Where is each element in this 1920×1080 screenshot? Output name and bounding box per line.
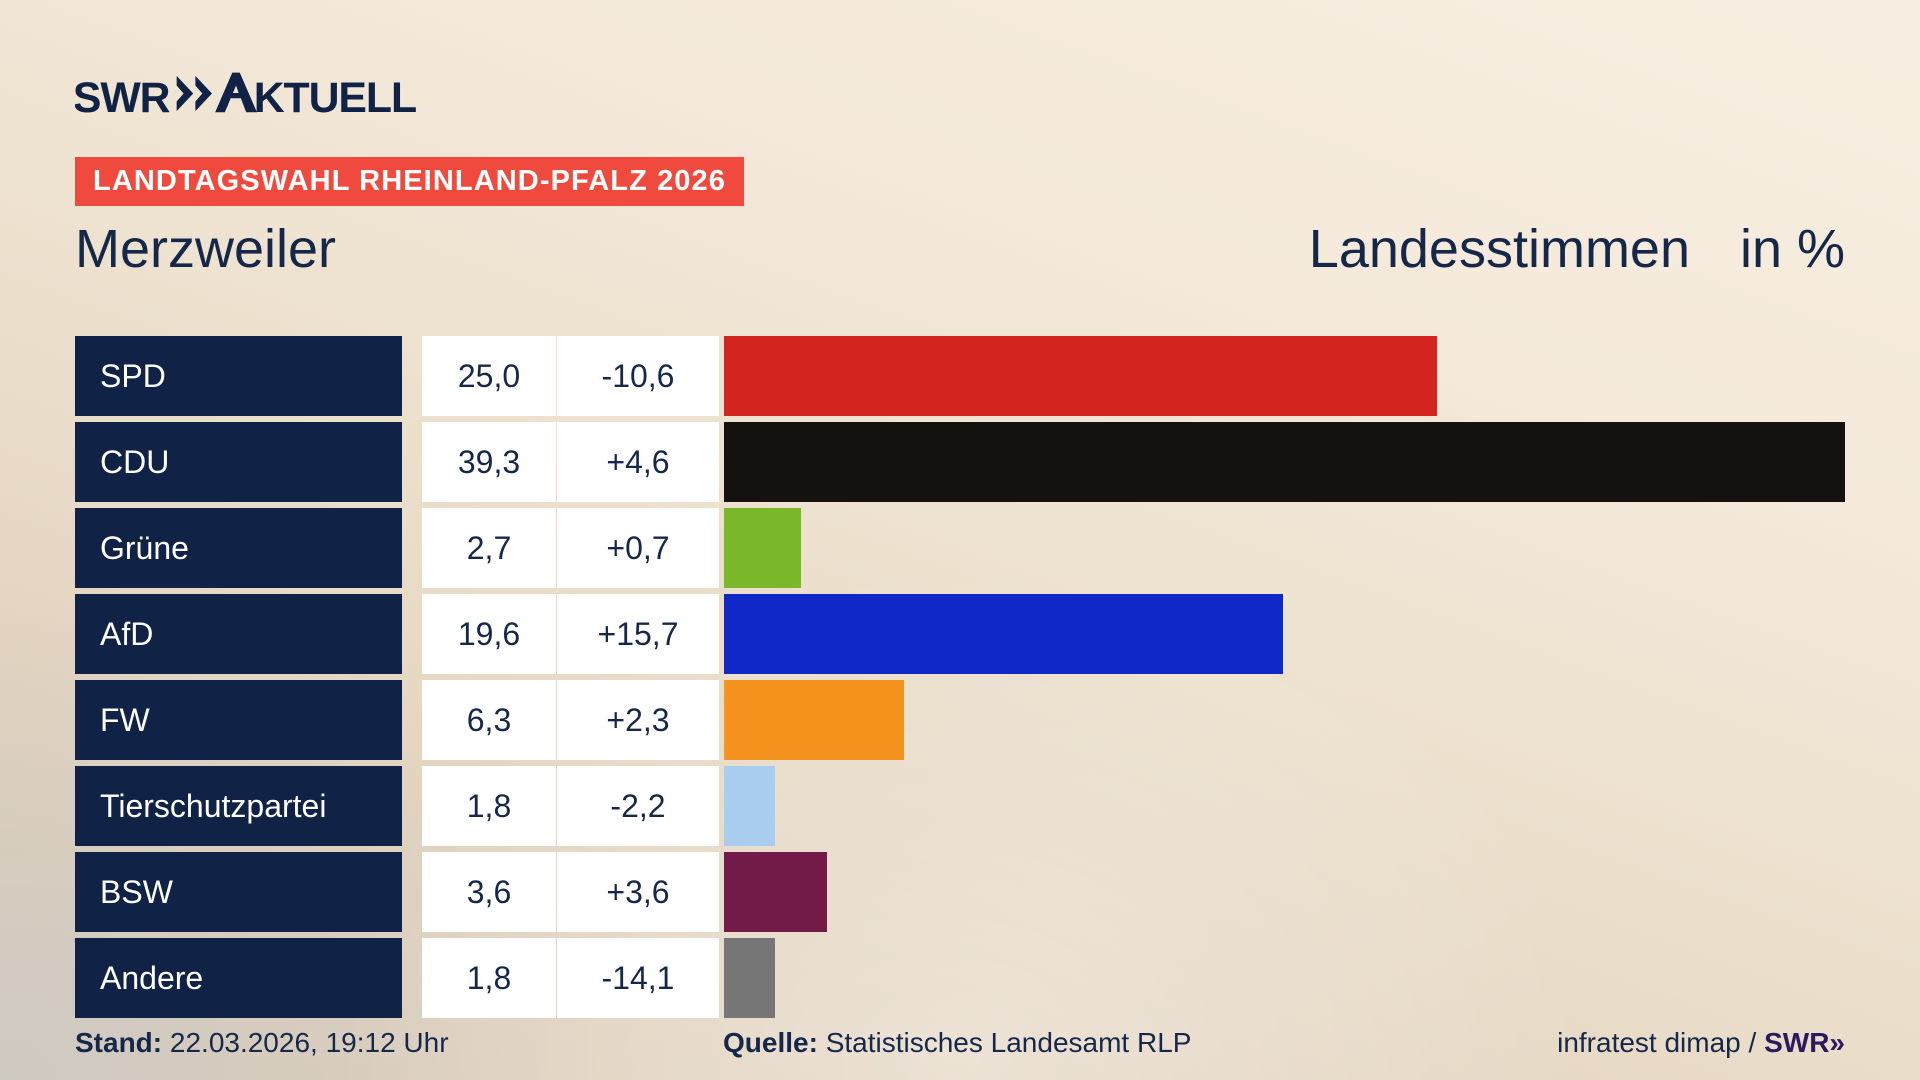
svg-text:KTUELL: KTUELL: [254, 74, 416, 122]
svg-text:SWR: SWR: [75, 74, 171, 122]
